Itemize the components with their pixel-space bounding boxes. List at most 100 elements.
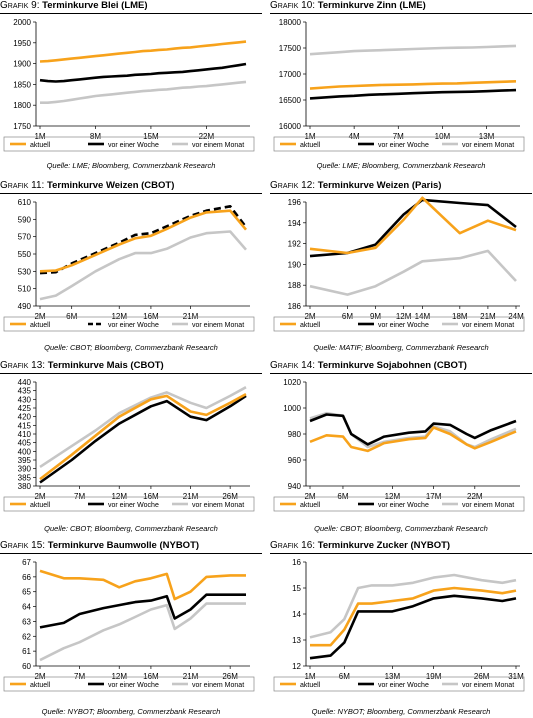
y-tick-label: 570 [18,233,32,242]
x-tick-label: 22M [467,492,483,501]
y-tick-label: 17000 [279,70,302,79]
chart-title-text: Terminkurve Zucker (NYBOT) [317,540,451,551]
series-line-vor-einer-Woche [39,62,247,83]
chart-title: Grafik 16: Terminkurve Zucker (NYBOT) [270,540,532,554]
x-tick-label: 26M [474,672,490,681]
x-tick-label: 6M [337,492,348,501]
x-tick-label: 6M [339,672,350,681]
legend-frame [3,496,255,512]
series-line-vor-einem-Monat [309,44,517,56]
legend-frame [273,316,525,332]
y-tick-label: 18000 [279,18,302,27]
series-line-aktuell [310,586,517,647]
x-tick-label: 8M [90,132,101,141]
chart-title: Grafik 15: Terminkurve Baumwolle (NYBOT) [0,540,262,554]
chart-source: Quelle: NYBOT; Bloomberg, Commerzbank Re… [311,707,491,716]
y-tick-label: 13 [292,636,301,645]
y-tick-label: 2000 [13,18,31,27]
y-tick-label: 186 [288,302,302,311]
x-tick-label: 21M [183,492,199,501]
y-tick-label: 380 [18,482,32,491]
chart-title: Grafik 10: Terminkurve Zinn (LME) [270,0,532,14]
y-tick-label: 62 [22,632,31,641]
legend-frame [273,676,525,692]
y-tick-label: 390 [18,465,32,474]
series-line-vor-einem-Monat [309,573,517,639]
chart-title: Grafik 14: Terminkurve Sojabohnen (CBOT) [270,360,532,374]
legend-label: vor einem Monat [462,142,514,149]
y-tick-label: 61 [22,647,31,656]
x-tick-label: 2M [304,312,315,321]
y-tick-label: 510 [18,285,32,294]
chart-source: Quelle: CBOT; Bloomberg, Commerzbank Res… [314,524,488,533]
chart-title-text: Terminkurve Weizen (CBOT) [46,180,175,191]
y-tick-label: 490 [18,302,32,311]
x-tick-label: 17M [426,492,442,501]
chart-panel-g15: Grafik 15: Terminkurve Baumwolle (NYBOT)… [0,540,262,718]
x-tick-label: 6M [342,312,353,321]
chart-title-text: Terminkurve Mais (CBOT) [47,360,164,371]
legend-label: aktuell [300,322,321,329]
chart-source: Quelle: CBOT; Bloomberg, Commerzbank Res… [44,343,218,352]
y-tick-label: 395 [18,456,32,465]
legend-label: aktuell [30,322,51,329]
x-tick-label: 9M [370,312,381,321]
legend-label: aktuell [30,142,51,149]
x-tick-label: 7M [74,672,85,681]
legend-frame [3,136,255,152]
x-tick-label: 21M [183,672,199,681]
x-tick-label: 13M [385,672,401,681]
chart-panel-g11: Grafik 11: Terminkurve Weizen (CBOT) 490… [0,180,262,358]
legend: aktuell vor einer Woche vor einem Monat [273,316,525,332]
x-tick-label: 7M [393,132,404,141]
series-line-vor-einem-Monat [40,80,247,104]
x-tick-label: 19M [426,672,442,681]
y-tick-label: 590 [18,215,32,224]
series-line-aktuell [39,392,247,481]
legend: aktuell vor einer Woche vor einem Monat [3,496,255,512]
y-tick-label: 1000 [283,404,301,413]
x-tick-label: 18M [452,312,468,321]
chart-panel-g13: Grafik 13: Terminkurve Mais (CBOT) 380 38… [0,360,262,538]
y-tick-label: 530 [18,267,32,276]
chart-panel-g16: Grafik 16: Terminkurve Zucker (NYBOT) 12… [270,540,532,718]
y-tick-label: 196 [288,198,302,207]
y-tick-label: 1750 [13,122,31,131]
series-line-vor-einer-Woche [309,594,517,660]
x-tick-label: 12M [111,672,127,681]
x-tick-label: 12M [396,312,412,321]
x-tick-label: 2M [34,672,45,681]
x-tick-label: 22M [199,132,215,141]
chart-panel-g12: Grafik 12: Terminkurve Weizen (Paris) 18… [270,180,532,358]
legend-label: vor einem Monat [192,502,244,509]
y-tick-label: 960 [288,456,302,465]
y-tick-label: 64 [22,603,31,612]
chart-source: Quelle: CBOT; Bloomberg, Commerzbank Res… [44,524,218,533]
series-line-aktuell [39,40,247,63]
x-tick-label: 1M [304,672,315,681]
series-line-vor-einem-Monat [309,411,517,449]
y-tick-label: 14 [292,610,301,619]
y-tick-label: 60 [22,662,31,671]
series-line-vor-einem-Monat [39,386,247,468]
x-tick-label: 10M [435,132,451,141]
legend-label: aktuell [30,502,51,509]
x-tick-label: 26M [222,672,238,681]
chart-title-prefix: Grafik 16: [270,540,316,551]
x-tick-label: 12M [111,492,127,501]
series-line-vor-einer-Woche [309,413,517,446]
legend-label: vor einem Monat [192,322,244,329]
chart-source: Quelle: LME; Bloomberg, Commerzbank Rese… [46,161,216,170]
y-tick-label: 194 [288,219,302,228]
y-tick-label: 1950 [13,39,31,48]
chart-title-text: Terminkurve Baumwolle (NYBOT) [47,540,200,551]
chart-title-prefix: Grafik 9: [0,0,40,11]
y-tick-label: 550 [18,250,32,259]
legend-label: aktuell [300,142,321,149]
series-line-aktuell [309,196,517,255]
legend-label: vor einer Woche [378,322,429,329]
y-tick-label: 430 [18,395,32,404]
